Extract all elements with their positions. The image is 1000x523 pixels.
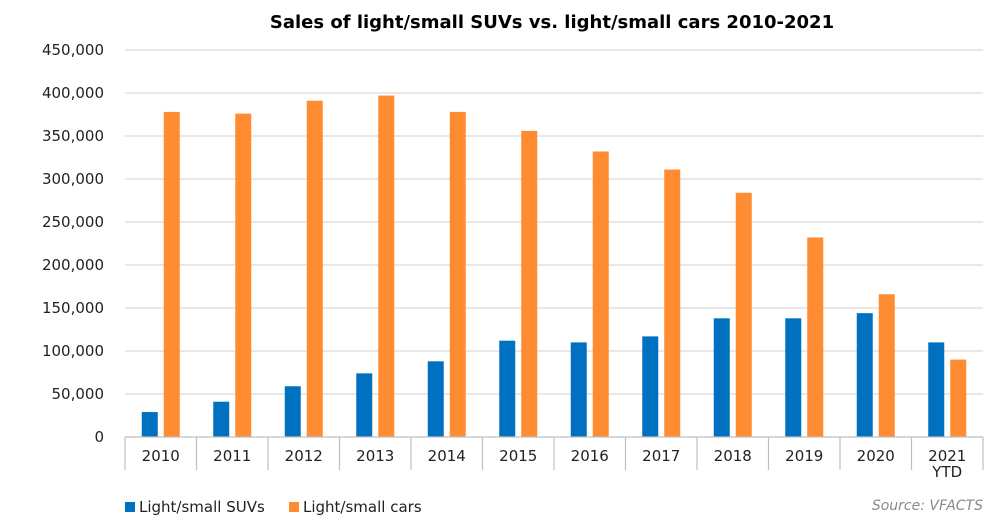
legend-label: Light/small SUVs (139, 498, 265, 516)
y-tick-label: 450,000 (42, 41, 104, 59)
bar-suv (785, 318, 802, 437)
bar-suv (856, 313, 873, 437)
bar-car (306, 100, 323, 438)
bar-car (807, 237, 824, 437)
y-axis-tick-labels: 0 50,000 100,000 150,000 200,000 250,000 300,0… (42, 41, 104, 446)
chart-title: Sales of light/small SUVs vs. light/smal… (270, 12, 834, 33)
bar-suv (713, 318, 730, 437)
bar-suv (284, 386, 301, 437)
x-tick-label: 2010 (142, 447, 180, 465)
y-tick-label: 200,000 (42, 256, 104, 274)
gridlines (125, 49, 983, 395)
bars (141, 95, 967, 438)
x-tick-label: 2017 (642, 447, 680, 465)
bar-suv (213, 401, 230, 437)
y-tick-label: 150,000 (42, 299, 104, 317)
x-tick-label: 2016 (571, 447, 609, 465)
x-tick-label: 2020 (857, 447, 895, 465)
y-tick-label: 250,000 (42, 213, 104, 231)
y-tick-label: 350,000 (42, 127, 104, 145)
legend: Light/small SUVs Light/small cars (125, 498, 422, 516)
y-tick-label: 50,000 (52, 385, 105, 403)
bar-suv (928, 342, 945, 437)
x-tick-label: 2011 (213, 447, 251, 465)
legend-swatch (289, 502, 299, 512)
y-tick-label: 400,000 (42, 84, 104, 102)
x-axis (124, 436, 984, 470)
bar-car (521, 130, 538, 437)
y-tick-label: 0 (94, 428, 104, 446)
x-tick-label: 2014 (428, 447, 466, 465)
bar-car (378, 95, 395, 437)
source-note: Source: VFACTS (872, 498, 983, 514)
bar-car (163, 111, 180, 438)
y-tick-label: 300,000 (42, 170, 104, 188)
x-tick-label: 2019 (785, 447, 823, 465)
bar-suv (570, 342, 587, 437)
bar-suv (141, 412, 158, 437)
bar-suv (356, 373, 373, 437)
bar-car (592, 151, 609, 438)
x-tick-label: 2018 (714, 447, 752, 465)
bar-suv (499, 340, 516, 437)
x-axis-tick-labels: 2010 2011 2012 2013 2014 2015 2016 2017 2018 2019… (142, 447, 967, 481)
bar-car (235, 113, 252, 437)
y-tick-label: 100,000 (42, 342, 104, 360)
legend-label: Light/small cars (303, 498, 422, 516)
bar-car (878, 294, 895, 437)
bar-car (664, 169, 681, 438)
bar-car (950, 359, 967, 437)
x-tick-label: 2015 (499, 447, 537, 465)
bar-car (735, 192, 752, 437)
bar-car (449, 111, 466, 438)
bar-suv (642, 336, 659, 437)
bar-suv (427, 361, 444, 437)
x-tick-label: 2021 YTD (928, 447, 966, 481)
x-tick-label: 2013 (356, 447, 394, 465)
legend-swatch (125, 502, 135, 512)
x-tick-label: 2012 (285, 447, 323, 465)
